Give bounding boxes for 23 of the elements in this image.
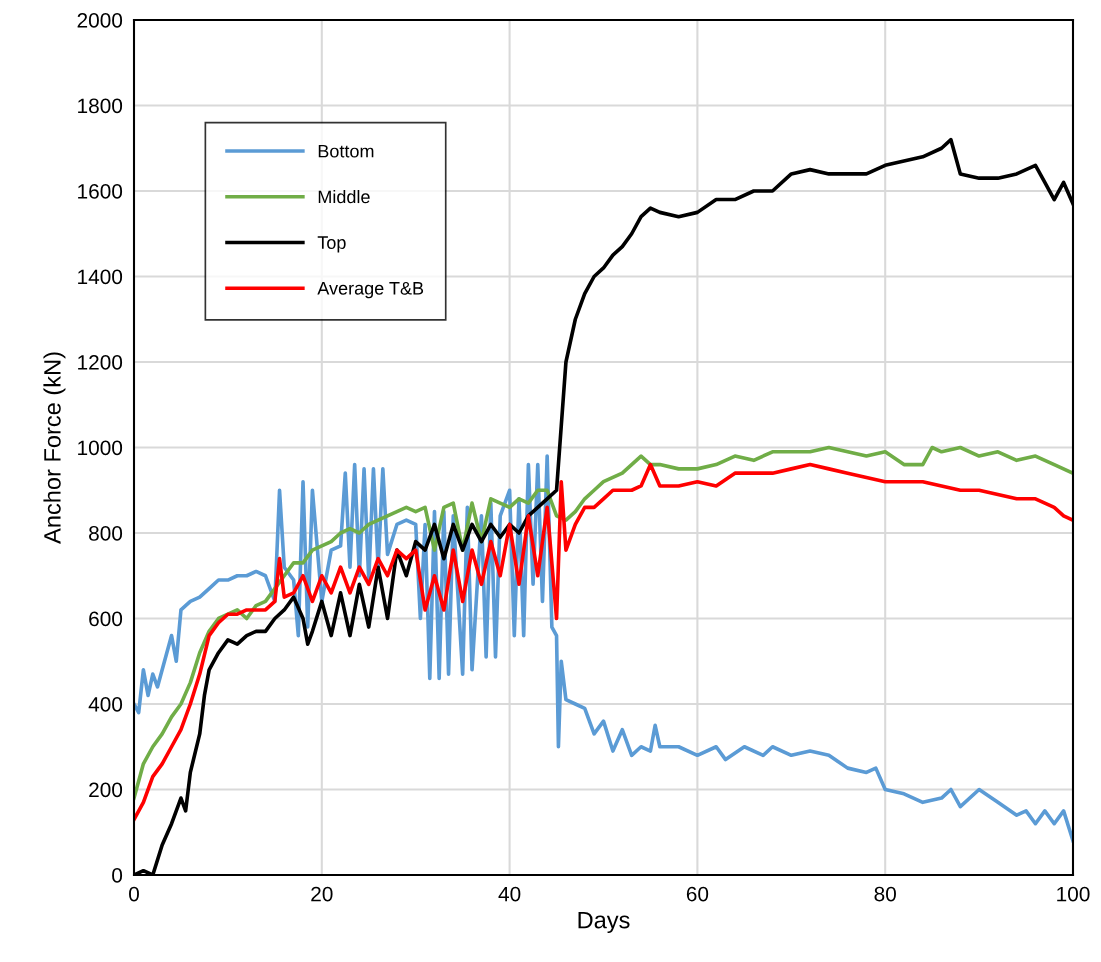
y-tick-label: 800 (89, 526, 123, 541)
x-tick-label: 40 (498, 886, 521, 902)
y-tick-label: 1000 (78, 440, 123, 456)
x-tick-label: 80 (874, 886, 896, 902)
y-tick-label: 2000 (77, 13, 123, 28)
y-tick-label: 1800 (78, 98, 123, 114)
x-tick-label: 0 (129, 886, 139, 902)
legend-label: Middle (318, 189, 370, 204)
y-tick-label: 1200 (78, 355, 123, 370)
y-axis-title: Anchor Force (kN) (43, 352, 66, 544)
x-tick-label: 20 (311, 886, 333, 902)
y-tick-label: 200 (89, 782, 123, 798)
y-tick-label: 1400 (78, 269, 123, 285)
x-tick-label: 60 (686, 886, 709, 902)
legend-label: Bottom (318, 144, 374, 158)
y-tick-label: 400 (88, 697, 123, 712)
y-tick-label: 1600 (78, 184, 123, 199)
y-tick-label: 600 (89, 611, 123, 627)
x-axis-title: Days (578, 911, 630, 934)
x-tick-label: 100 (1057, 886, 1090, 902)
legend-label: Top (317, 236, 346, 253)
legend-label: Average T&B (317, 282, 424, 299)
y-tick-label: 0 (112, 868, 123, 883)
